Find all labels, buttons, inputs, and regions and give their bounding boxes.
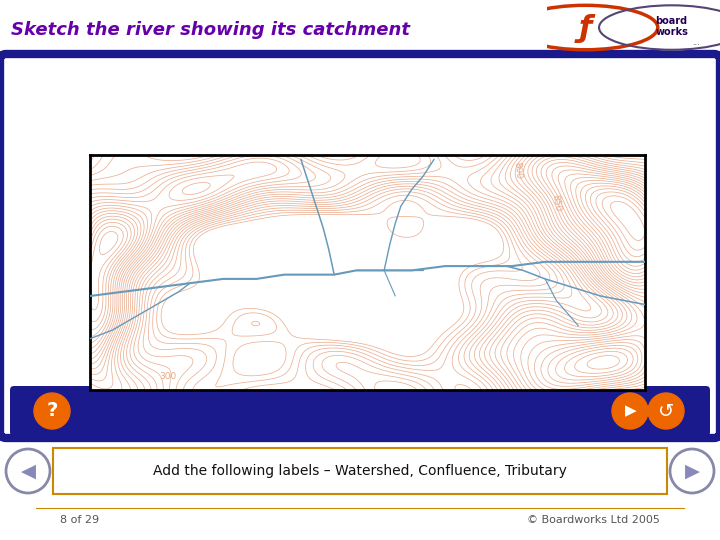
Text: 300: 300 (159, 372, 176, 381)
Text: 800: 800 (512, 161, 523, 179)
Text: board: board (655, 16, 688, 26)
Circle shape (612, 393, 648, 429)
Circle shape (670, 449, 714, 493)
Text: Add the following labels – Watershed, Confluence, Tributary: Add the following labels – Watershed, Co… (153, 464, 567, 478)
Text: ...: ... (692, 38, 700, 47)
Circle shape (6, 449, 50, 493)
Circle shape (648, 393, 684, 429)
Text: ▶: ▶ (625, 403, 637, 418)
Text: 850: 850 (550, 193, 562, 212)
Text: ▶: ▶ (685, 462, 700, 481)
Text: © Boardworks Ltd 2005: © Boardworks Ltd 2005 (527, 515, 660, 525)
Text: works: works (655, 27, 688, 37)
Circle shape (513, 5, 658, 50)
Text: 8 of 29: 8 of 29 (60, 515, 99, 525)
Text: ↺: ↺ (658, 402, 674, 421)
Circle shape (599, 5, 720, 50)
Circle shape (34, 393, 70, 429)
FancyBboxPatch shape (0, 54, 720, 438)
FancyBboxPatch shape (10, 64, 710, 428)
Text: ƒ: ƒ (579, 14, 592, 43)
FancyBboxPatch shape (53, 448, 667, 494)
Text: Sketch the river showing its catchment: Sketch the river showing its catchment (11, 21, 410, 39)
Text: ?: ? (46, 402, 58, 421)
FancyBboxPatch shape (10, 386, 710, 436)
Text: ◀: ◀ (20, 462, 35, 481)
